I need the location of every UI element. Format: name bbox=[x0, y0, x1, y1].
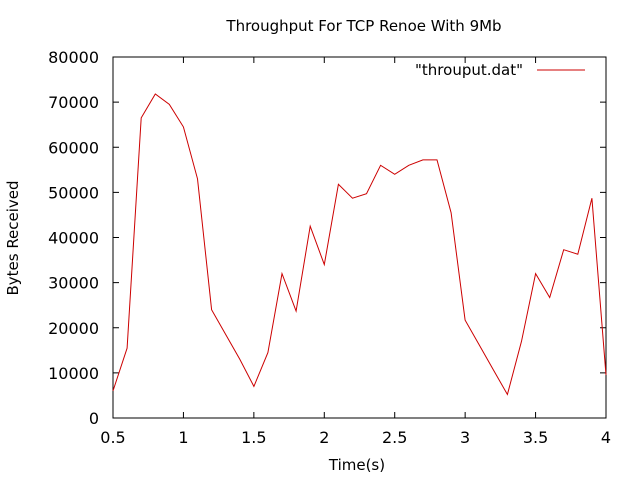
y-tick-label: 20000 bbox=[48, 319, 99, 338]
plot-frame bbox=[112, 56, 607, 419]
legend: "throuput.dat" bbox=[415, 61, 585, 79]
y-tick-label: 30000 bbox=[48, 274, 99, 293]
x-tick-label: 4 bbox=[601, 428, 611, 447]
x-tick-label: 3 bbox=[460, 428, 470, 447]
y-tick-label: 70000 bbox=[48, 93, 99, 112]
y-tick-label: 60000 bbox=[48, 138, 99, 157]
x-tick-label: 1.5 bbox=[241, 428, 266, 447]
x-tick-label: 2 bbox=[319, 428, 329, 447]
x-tick-label: 1 bbox=[178, 428, 188, 447]
y-tick-label: 80000 bbox=[48, 48, 99, 67]
y-tick-label: 10000 bbox=[48, 364, 99, 383]
y-tick-label: 40000 bbox=[48, 229, 99, 248]
x-tick-label: 2.5 bbox=[382, 428, 407, 447]
series-line-throuput bbox=[112, 93, 607, 396]
x-axis-label: Time(s) bbox=[328, 456, 385, 474]
x-tick-label: 0.5 bbox=[100, 428, 125, 447]
y-tick-label: 50000 bbox=[48, 183, 99, 202]
x-tick-label: 3.5 bbox=[523, 428, 548, 447]
y-tick-label: 0 bbox=[89, 409, 99, 428]
chart-title: Throughput For TCP Renoe With 9Mb bbox=[225, 17, 501, 35]
legend-label: "throuput.dat" bbox=[415, 61, 523, 79]
y-axis-label: Bytes Received bbox=[4, 180, 22, 295]
axis-tick-labels: 0.5 1 1.5 2 2.5 3 3.5 4 0 10000 20000 30000 40000 500… bbox=[48, 48, 611, 447]
axis-ticks bbox=[112, 56, 607, 419]
